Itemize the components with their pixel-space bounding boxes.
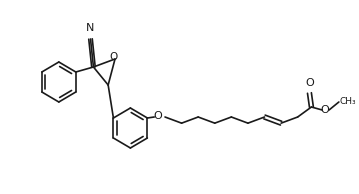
Text: O: O (321, 105, 330, 115)
Text: N: N (86, 23, 95, 33)
Text: CH₃: CH₃ (340, 96, 356, 106)
Text: O: O (305, 78, 314, 88)
Text: O: O (109, 52, 117, 62)
Text: O: O (154, 111, 163, 121)
